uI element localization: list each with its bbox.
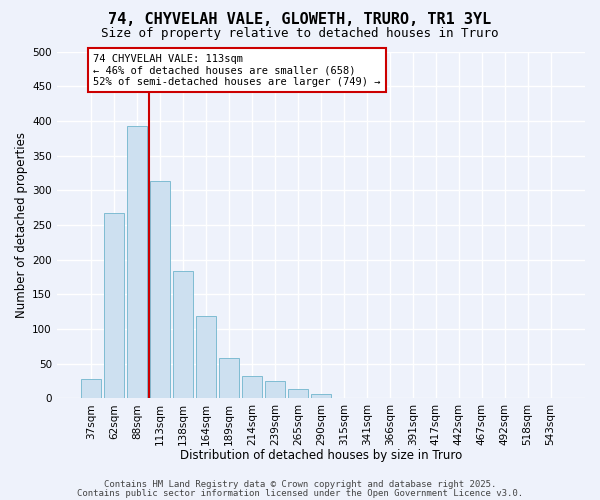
Y-axis label: Number of detached properties: Number of detached properties: [15, 132, 28, 318]
Bar: [81, 379, 101, 398]
Bar: [311, 394, 331, 398]
Bar: [218, 358, 239, 399]
Bar: [150, 181, 170, 398]
Bar: [265, 381, 285, 398]
Text: 74, CHYVELAH VALE, GLOWETH, TRURO, TR1 3YL: 74, CHYVELAH VALE, GLOWETH, TRURO, TR1 3…: [109, 12, 491, 28]
Text: Contains public sector information licensed under the Open Government Licence v3: Contains public sector information licen…: [77, 489, 523, 498]
Bar: [287, 390, 308, 398]
Text: 74 CHYVELAH VALE: 113sqm
← 46% of detached houses are smaller (658)
52% of semi-: 74 CHYVELAH VALE: 113sqm ← 46% of detach…: [93, 54, 380, 87]
X-axis label: Distribution of detached houses by size in Truro: Distribution of detached houses by size …: [180, 450, 462, 462]
Text: Size of property relative to detached houses in Truro: Size of property relative to detached ho…: [101, 28, 499, 40]
Bar: [173, 272, 193, 398]
Bar: [196, 316, 217, 398]
Bar: [104, 213, 124, 398]
Bar: [127, 126, 148, 398]
Text: Contains HM Land Registry data © Crown copyright and database right 2025.: Contains HM Land Registry data © Crown c…: [104, 480, 496, 489]
Bar: [242, 376, 262, 398]
